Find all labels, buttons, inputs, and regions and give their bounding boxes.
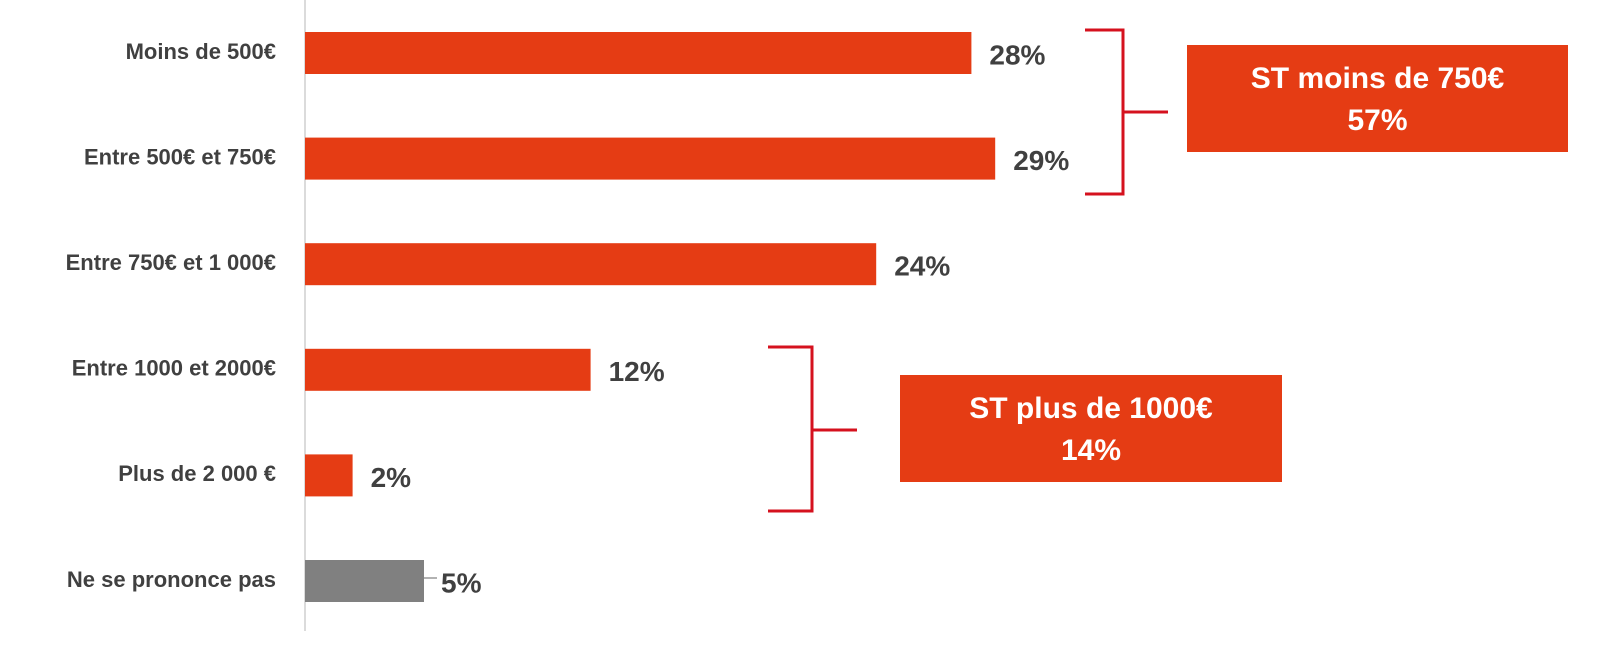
- value-label: 5%: [441, 567, 482, 598]
- value-label: 24%: [894, 251, 950, 282]
- annotation-value: 14%: [1061, 434, 1121, 467]
- annotation-value: 57%: [1347, 104, 1407, 137]
- brackets: [768, 28, 1168, 513]
- value-label: 12%: [609, 356, 665, 387]
- category-label: Moins de 500€: [126, 39, 276, 64]
- annotation-box: [1187, 45, 1568, 152]
- bar: [305, 137, 996, 180]
- bar: [305, 32, 972, 74]
- bar: [305, 454, 353, 497]
- value-label: 29%: [1013, 145, 1069, 176]
- category-label: Ne se prononce pas: [67, 567, 276, 592]
- bar: [305, 348, 591, 391]
- category-label: Entre 750€ et 1 000€: [66, 250, 276, 275]
- value-label: 2%: [371, 462, 412, 493]
- annotation-title: ST plus de 1000€: [969, 392, 1213, 425]
- bracket: [1085, 28, 1168, 196]
- bar: [305, 243, 877, 286]
- annotation-title: ST moins de 750€: [1251, 62, 1505, 95]
- category-label: Entre 500€ et 750€: [84, 144, 276, 169]
- annotation-box: [900, 375, 1282, 482]
- category-label: Entre 1000 et 2000€: [72, 356, 276, 381]
- category-label: Plus de 2 000 €: [118, 461, 276, 486]
- bracket: [768, 345, 857, 513]
- value-label: 28%: [989, 39, 1045, 70]
- bar: [305, 560, 424, 602]
